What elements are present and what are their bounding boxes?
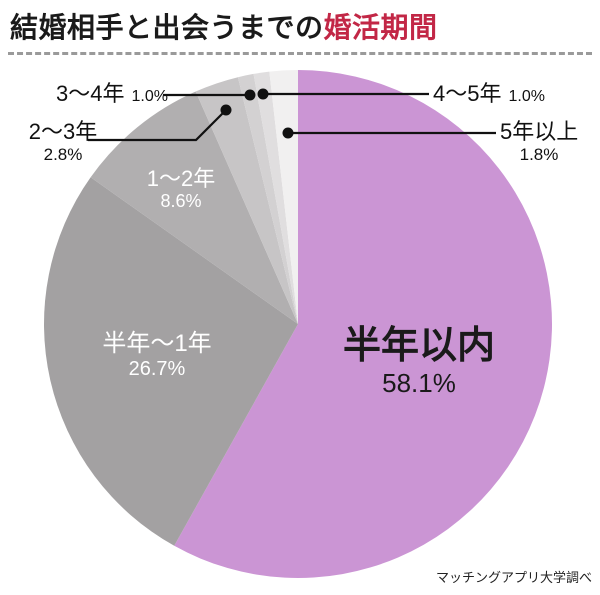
slice-label-1-2: 1〜2年 xyxy=(146,166,216,191)
callout-label-2-3: 2〜3年 2.8% xyxy=(24,119,102,164)
page-title: 結婚相手と出会うまでの婚活期間 xyxy=(10,6,438,46)
pie-slice-5 xyxy=(253,71,298,325)
pie-slice-0 xyxy=(174,70,552,578)
leader-line-2-3 xyxy=(88,109,227,142)
slice-label-2-3: 2〜3年 xyxy=(28,119,98,144)
callout-lines xyxy=(88,88,496,142)
pie-slice-2 xyxy=(90,91,299,324)
callout-label-4-5: 4〜5年 1.0% xyxy=(433,81,545,107)
slice-label-3-4: 3〜4年 xyxy=(56,81,125,106)
slice-pct-1-2: 8.6% xyxy=(160,191,202,212)
slice-pct-3-4: 1.0% xyxy=(131,88,168,105)
leader-dot-4-5 xyxy=(257,88,269,100)
leader-dot-5plus xyxy=(282,127,294,139)
slice-pct-2-3: 2.8% xyxy=(43,144,83,164)
leader-dot-3-4 xyxy=(244,89,256,101)
callout-label-5plus: 5年以上 1.8% xyxy=(500,119,579,164)
slice-pct-half-1: 26.7% xyxy=(128,357,186,380)
page-title-black: 結婚相手と出会うまでの xyxy=(10,12,324,43)
inner-label-1-2: 1〜2年 8.6% xyxy=(147,166,215,212)
pie-slices xyxy=(44,70,552,578)
slice-label-half-1: 半年〜1年 xyxy=(102,330,212,357)
slice-pct-within-half: 58.1% xyxy=(382,367,456,398)
slice-label-5plus: 5年以上 xyxy=(500,119,579,144)
pie-slice-3 xyxy=(195,77,298,325)
slice-label-4-5: 4〜5年 xyxy=(433,81,502,106)
slice-label-within-half: 半年以内 xyxy=(342,325,496,367)
inner-label-within-half: 半年以内 58.1% xyxy=(342,325,496,399)
source-credit: マッチングアプリ大学調べ xyxy=(435,570,592,585)
callout-label-3-4: 3〜4年 1.0% xyxy=(56,81,168,107)
pie-slice-4 xyxy=(237,73,298,324)
slice-pct-4-5: 1.0% xyxy=(508,88,545,105)
pie-slice-1 xyxy=(44,177,298,546)
inner-label-half-1: 半年〜1年 26.7% xyxy=(102,330,211,381)
page-title-accent: 婚活期間 xyxy=(323,12,438,43)
leader-dot-2-3 xyxy=(220,104,232,116)
slice-pct-5plus: 1.8% xyxy=(519,144,559,164)
dashed-divider xyxy=(8,52,592,55)
